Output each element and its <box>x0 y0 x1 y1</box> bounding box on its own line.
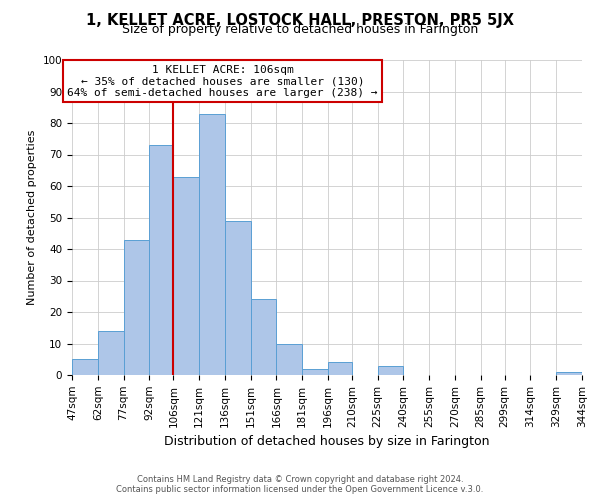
Bar <box>377 366 403 375</box>
Bar <box>173 176 199 375</box>
X-axis label: Distribution of detached houses by size in Farington: Distribution of detached houses by size … <box>164 435 490 448</box>
Bar <box>251 300 277 375</box>
Bar <box>328 362 352 375</box>
Bar <box>149 145 173 375</box>
Bar <box>98 331 124 375</box>
Bar <box>124 240 149 375</box>
Bar <box>72 359 98 375</box>
Text: 1 KELLET ACRE: 106sqm
← 35% of detached houses are smaller (130)
64% of semi-det: 1 KELLET ACRE: 106sqm ← 35% of detached … <box>67 64 378 98</box>
Bar <box>302 368 328 375</box>
Bar <box>556 372 582 375</box>
Text: Contains HM Land Registry data © Crown copyright and database right 2024.
Contai: Contains HM Land Registry data © Crown c… <box>116 474 484 494</box>
Text: Size of property relative to detached houses in Farington: Size of property relative to detached ho… <box>122 22 478 36</box>
Bar <box>225 220 251 375</box>
Bar <box>277 344 302 375</box>
Y-axis label: Number of detached properties: Number of detached properties <box>27 130 37 305</box>
Text: 1, KELLET ACRE, LOSTOCK HALL, PRESTON, PR5 5JX: 1, KELLET ACRE, LOSTOCK HALL, PRESTON, P… <box>86 12 514 28</box>
Bar <box>199 114 225 375</box>
